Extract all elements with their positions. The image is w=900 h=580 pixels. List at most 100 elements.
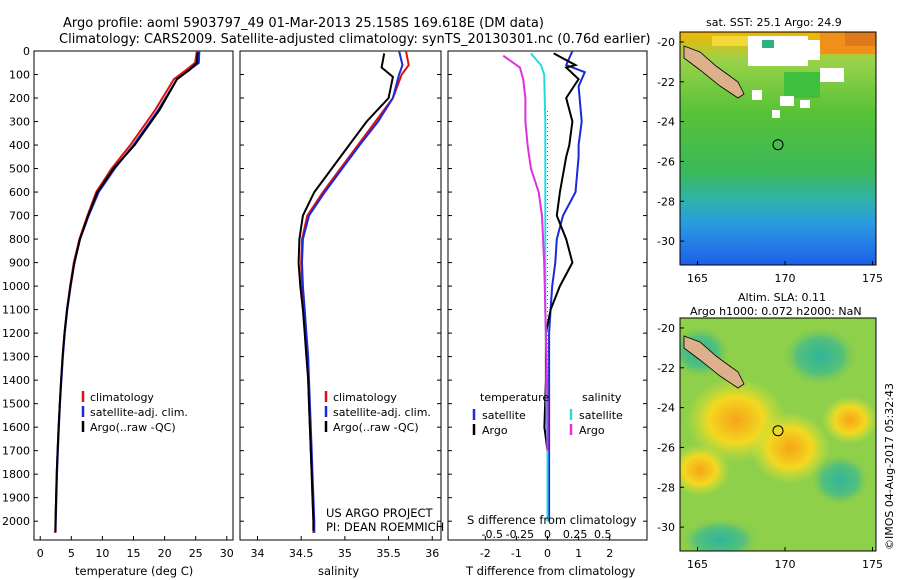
imos-timestamp-stamp: ©IMOS 04-Aug-2017 05:32:43 xyxy=(883,383,896,550)
temperature-ytick-label: 100 xyxy=(9,69,30,82)
difference-legend-label: Argo xyxy=(482,424,508,437)
salinity-xtick-label: 34.5 xyxy=(289,547,314,560)
temperature-ytick-label: 500 xyxy=(9,163,30,176)
temperature-legend-label: climatology xyxy=(90,391,154,404)
sst-map-xtick-label: 165 xyxy=(687,272,708,285)
difference-legend-group-title: temperature xyxy=(480,391,549,404)
difference-xtick-top-label: 0.5 xyxy=(594,528,612,541)
temperature-xtick-label: 20 xyxy=(158,547,172,560)
temperature-ytick-label: 1200 xyxy=(2,327,30,340)
temperature-ytick-label: 1500 xyxy=(2,398,30,411)
sst-map-ytick-label: -22 xyxy=(657,76,675,89)
sst-map-xtick-label: 170 xyxy=(775,272,796,285)
temperature-ytick-label: 700 xyxy=(9,210,30,223)
sla-map-xtick-label: 170 xyxy=(775,558,796,571)
temperature-ytick-label: 1000 xyxy=(2,280,30,293)
header-line-2: Climatology: CARS2009. Satellite-adjuste… xyxy=(59,32,651,47)
salinity-series-argo-raw-qc- xyxy=(297,53,394,531)
difference-xlabel-top: S difference from climatology xyxy=(467,513,637,527)
temperature-panel: 0 5 10 15 20 25 300100200300400500600700800900… xyxy=(2,45,234,578)
temperature-xtick-label: 25 xyxy=(189,547,203,560)
difference-xtick-top-label: -0.5 xyxy=(481,528,502,541)
temperature-xtick-label: 5 xyxy=(68,547,75,560)
temperature-xtick-label: 0 xyxy=(37,547,44,560)
sst-map-frame xyxy=(679,31,877,266)
difference-xtick-label: -1 xyxy=(511,547,522,560)
temperature-axes-frame xyxy=(33,50,234,541)
difference-legend-label: satellite xyxy=(579,409,623,422)
difference-series-temperature-satellite xyxy=(548,50,587,522)
sla-map-subtitle: Argo h1000: 0.072 h2000: NaN xyxy=(690,305,862,318)
sla-map-ytick-label: -20 xyxy=(657,322,675,335)
difference-xtick-top-label: 0 xyxy=(544,528,551,541)
salinity-xtick-label: 35.5 xyxy=(376,547,401,560)
salinity-legend-label: satellite-adj. clim. xyxy=(333,406,431,419)
temperature-ytick-label: 1600 xyxy=(2,421,30,434)
salinity-legend-label: Argo(..raw -QC) xyxy=(333,421,419,434)
temperature-ytick-label: 1100 xyxy=(2,304,30,317)
temperature-ytick-label: 200 xyxy=(9,92,30,105)
temperature-ytick-label: 1300 xyxy=(2,351,30,364)
salinity-xlabel: salinity xyxy=(318,564,359,578)
temperature-xtick-label: 15 xyxy=(127,547,141,560)
sla-argo-position-marker xyxy=(772,425,784,437)
temperature-ytick-label: 300 xyxy=(9,116,30,129)
temperature-ytick-label: 1900 xyxy=(2,492,30,505)
temperature-xlabel: temperature (deg C) xyxy=(75,564,193,578)
difference-legend-label: satellite xyxy=(482,409,526,422)
difference-series-salinity-argo xyxy=(502,54,549,451)
sst-map-ytick-label: -24 xyxy=(657,116,675,129)
sla-map-ytick-label: -24 xyxy=(657,402,675,415)
temperature-legend-label: Argo(..raw -QC) xyxy=(90,421,176,434)
temperature-ytick-label: 600 xyxy=(9,186,30,199)
project-annotation-line-1: US ARGO PROJECT xyxy=(326,506,434,520)
temperature-ytick-label: 0 xyxy=(23,45,30,58)
sla-map-frame xyxy=(679,317,877,552)
temperature-ytick-label: 900 xyxy=(9,257,30,270)
salinity-legend-label: climatology xyxy=(333,391,397,404)
temperature-ytick-label: 1400 xyxy=(2,374,30,387)
salinity-axes-frame xyxy=(239,50,442,541)
temperature-ytick-label: 400 xyxy=(9,139,30,152)
sst-map-field xyxy=(680,32,876,265)
project-annotation-line-2: PI: DEAN ROEMMICH xyxy=(326,520,444,534)
difference-xtick-label: 2 xyxy=(606,547,613,560)
salinity-xtick-label: 36 xyxy=(425,547,439,560)
difference-xtick-label: -2 xyxy=(480,547,491,560)
header-line-1: Argo profile: aoml 5903797_49 01-Mar-201… xyxy=(63,16,544,31)
sla-map-title: Altim. SLA: 0.11 xyxy=(738,291,826,304)
temperature-ytick-label: 2000 xyxy=(2,515,30,528)
sst-map-ytick-label: -26 xyxy=(657,155,675,168)
sst-map-panel: sat. SST: 25.1 Argo: 24.9 165 170 175 -20 -2… xyxy=(657,16,883,285)
difference-xtick-label: 0 xyxy=(544,547,551,560)
sst-map-ytick-label: -30 xyxy=(657,235,675,248)
sla-map-xtick-label: 175 xyxy=(862,558,883,571)
temperature-legend-label: satellite-adj. clim. xyxy=(90,406,188,419)
temperature-xtick-label: 10 xyxy=(95,547,109,560)
difference-legend-group-title: salinity xyxy=(582,391,622,404)
sla-map-panel: Altim. SLA: 0.11 Argo h1000: 0.072 h2000… xyxy=(657,291,883,571)
difference-xtick-top-label: -0.25 xyxy=(506,528,534,541)
salinity-panel: 34 34.5 35 35.5 36 climatology satellite-adj.… xyxy=(239,50,444,578)
sla-map-ytick-label: -26 xyxy=(657,441,675,454)
sla-map-ytick-label: -28 xyxy=(657,481,675,494)
difference-xlabel: T difference from climatology xyxy=(465,564,636,578)
temperature-xtick-label: 30 xyxy=(220,547,234,560)
sst-map-ytick-label: -28 xyxy=(657,195,675,208)
temperature-ytick-label: 1800 xyxy=(2,468,30,481)
temperature-ytick-label: 1700 xyxy=(2,445,30,458)
sst-map-xtick-label: 175 xyxy=(862,272,883,285)
salinity-xtick-label: 34 xyxy=(250,547,264,560)
sst-map-title: sat. SST: 25.1 Argo: 24.9 xyxy=(706,16,842,29)
difference-panel: -2 -1 0 1 2 -0.5 -0.25 0 0.25 0.5 temperature sate… xyxy=(447,50,648,578)
sla-map-field xyxy=(680,318,876,551)
sla-map-xtick-label: 165 xyxy=(687,558,708,571)
salinity-xtick-label: 35 xyxy=(338,547,352,560)
sst-argo-position-marker xyxy=(772,139,784,151)
sla-map-ytick-label: -30 xyxy=(657,521,675,534)
difference-xtick-label: 1 xyxy=(575,547,582,560)
temperature-series-argo-raw-qc- xyxy=(54,52,199,532)
difference-xtick-top-label: 0.25 xyxy=(563,528,588,541)
difference-legend-label: Argo xyxy=(579,424,605,437)
